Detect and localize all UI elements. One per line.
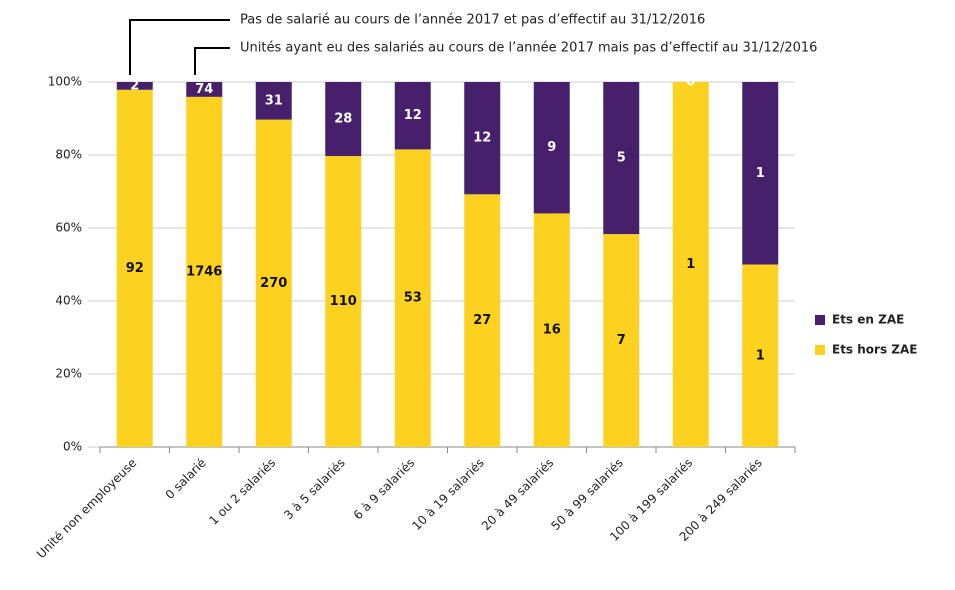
x-tick-label: 50 à 99 salariés	[548, 456, 625, 533]
bar-segment	[255, 82, 292, 120]
y-tick-label: 80%	[55, 148, 82, 162]
bar-segment	[325, 82, 362, 157]
data-label: 1746	[186, 264, 222, 279]
data-label: 16	[543, 323, 561, 338]
data-label: 92	[126, 261, 144, 276]
bar-segment	[603, 234, 640, 447]
x-tick-label: 6 à 9 salariés	[351, 456, 418, 523]
data-label: 2	[130, 78, 139, 93]
x-tick-label: 1 ou 2 salariés	[206, 456, 278, 528]
bar-segment	[464, 82, 501, 195]
x-tick-label: Unité non employeuse	[34, 456, 139, 561]
y-tick-label: 60%	[55, 221, 82, 235]
data-label: 1	[756, 166, 765, 181]
data-label: 53	[404, 291, 422, 306]
data-label: 7	[617, 333, 626, 348]
data-label: 74	[195, 82, 213, 97]
data-label: 27	[473, 313, 491, 328]
bar-segment	[533, 213, 570, 447]
legend-label: Ets en ZAE	[832, 313, 904, 327]
annotation: Unités ayant eu des salariés au cours de…	[240, 41, 817, 56]
bar-segment	[742, 264, 779, 447]
bar-segment	[672, 82, 709, 447]
y-tick-label: 40%	[55, 294, 82, 308]
bar-segment	[394, 149, 431, 447]
legend-label: Ets hors ZAE	[832, 343, 917, 357]
data-label: 12	[473, 131, 491, 146]
bar-segment	[186, 96, 223, 447]
x-tick-label: 10 à 19 salariés	[409, 456, 486, 533]
bar-segment	[603, 82, 640, 235]
data-label: 1	[686, 257, 695, 272]
data-label: 9	[547, 140, 556, 155]
bar-segment	[116, 82, 153, 90]
x-tick-label: 20 à 49 salariés	[479, 456, 556, 533]
legend-swatch	[815, 345, 825, 355]
data-label: 5	[617, 151, 626, 166]
bar-segment	[325, 156, 362, 447]
bar-segment	[742, 82, 779, 265]
y-tick-label: 20%	[55, 367, 82, 381]
data-label: 28	[334, 112, 352, 127]
data-label: 12	[404, 108, 422, 123]
data-label: 1	[756, 348, 765, 363]
bar-segment	[464, 194, 501, 447]
legend-swatch	[815, 315, 825, 325]
leader-line	[194, 47, 230, 75]
bar-segment	[394, 82, 431, 150]
data-label: 270	[260, 276, 287, 291]
leader-line	[129, 19, 230, 75]
bar-segment	[116, 89, 153, 447]
data-label: 110	[330, 294, 357, 309]
data-label: 0	[686, 75, 695, 90]
x-tick-label: 0 salarié	[163, 456, 209, 502]
y-tick-label: 100%	[48, 75, 82, 89]
data-label: 31	[265, 93, 283, 108]
x-tick-label: 3 à 5 salariés	[281, 456, 348, 523]
bar-segment	[255, 119, 292, 447]
annotation: Pas de salarié au cours de l’année 2017 …	[240, 13, 705, 28]
bar-segment	[186, 82, 223, 97]
bar-segment	[533, 82, 570, 214]
y-tick-label: 0%	[63, 440, 82, 454]
